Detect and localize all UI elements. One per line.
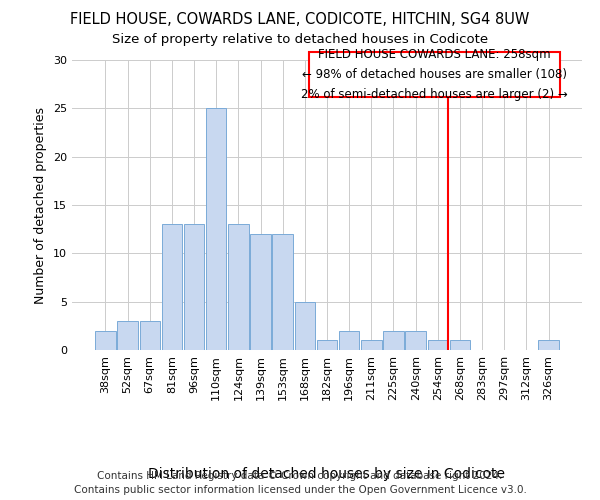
Bar [406, 330, 426, 350]
Bar [161, 224, 182, 350]
Bar [450, 340, 470, 350]
Text: Size of property relative to detached houses in Codicote: Size of property relative to detached ho… [112, 32, 488, 46]
Bar [538, 340, 559, 350]
Bar [295, 302, 315, 350]
Bar [140, 321, 160, 350]
Text: FIELD HOUSE COWARDS LANE: 258sqm
← 98% of detached houses are smaller (108)
2% o: FIELD HOUSE COWARDS LANE: 258sqm ← 98% o… [301, 48, 568, 101]
Bar [118, 321, 138, 350]
Text: FIELD HOUSE, COWARDS LANE, CODICOTE, HITCHIN, SG4 8UW: FIELD HOUSE, COWARDS LANE, CODICOTE, HIT… [70, 12, 530, 28]
Bar [317, 340, 337, 350]
Bar [206, 108, 226, 350]
Bar [228, 224, 248, 350]
Bar [272, 234, 293, 350]
Bar [428, 340, 448, 350]
Y-axis label: Number of detached properties: Number of detached properties [34, 106, 47, 304]
Bar [184, 224, 204, 350]
Bar [250, 234, 271, 350]
Bar [361, 340, 382, 350]
Bar [383, 330, 404, 350]
Bar [95, 330, 116, 350]
Bar [339, 330, 359, 350]
Text: Contains HM Land Registry data © Crown copyright and database right 2024.
Contai: Contains HM Land Registry data © Crown c… [74, 471, 526, 495]
X-axis label: Distribution of detached houses by size in Codicote: Distribution of detached houses by size … [149, 466, 505, 480]
FancyBboxPatch shape [309, 52, 560, 96]
